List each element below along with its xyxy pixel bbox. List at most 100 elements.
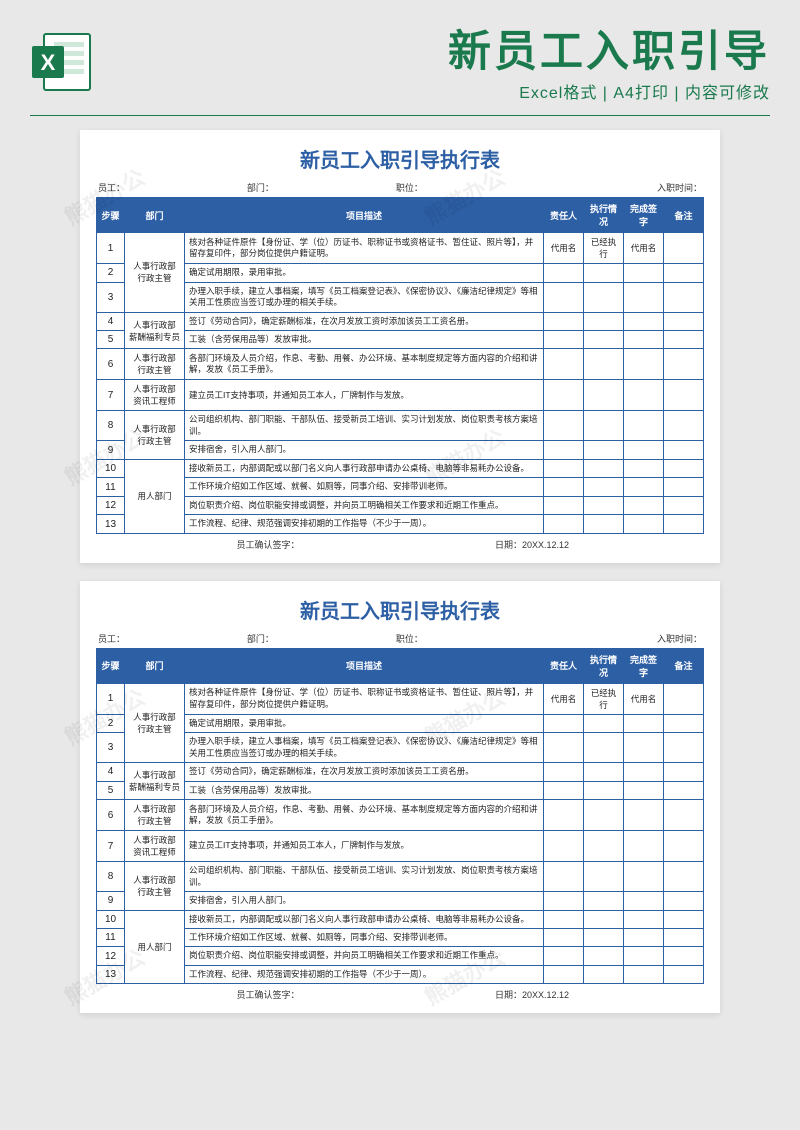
table-row: 9 安排宿舍，引入用人部门。: [97, 441, 704, 459]
sign-cell: [624, 459, 664, 477]
dept-cell: 人事行政部薪酬福利专员: [125, 763, 185, 800]
status-cell: [584, 763, 624, 781]
remark-cell: [664, 831, 704, 862]
footer-sign-label: 员工确认签字：: [136, 538, 400, 551]
meta-label: 入职时间：: [545, 181, 702, 194]
remark-cell: [664, 478, 704, 496]
status-cell: [584, 380, 624, 411]
remark-cell: [664, 714, 704, 732]
remark-cell: [664, 441, 704, 459]
dept-cell: 人事行政部行政主管: [125, 349, 185, 380]
owner-cell: [544, 831, 584, 862]
template-header: X 新员工入职引导 Excel格式 | A4打印 | 内容可修改: [0, 0, 800, 111]
desc-cell: 签订《劳动合同》，确定薪酬标准，在次月发放工资时添加该员工工资名册。: [185, 763, 544, 781]
remark-cell: [664, 910, 704, 928]
step-cell: 2: [97, 714, 125, 732]
status-cell: [584, 312, 624, 330]
step-cell: 7: [97, 831, 125, 862]
desc-cell: 建立员工IT支持事项，并通知员工本人，厂牌制作与发放。: [185, 380, 544, 411]
remark-cell: [664, 349, 704, 380]
document-title: 新员工入职引导执行表: [96, 144, 704, 173]
status-cell: [584, 282, 624, 312]
desc-cell: 建立员工IT支持事项，并通知员工本人，厂牌制作与发放。: [185, 831, 544, 862]
desc-cell: 工作环境介绍如工作区域、就餐、如厕等，同事介绍、安排带训老师。: [185, 478, 544, 496]
status-cell: [584, 831, 624, 862]
desc-cell: 各部门环境及人员介绍，作息、考勤、用餐、办公环境、基本制度规定等方面内容的介绍和…: [185, 800, 544, 831]
table-row: 10用人部门接收新员工，内部调配或以部门名义向人事行政部申请办公桌椅、电脑等非易…: [97, 459, 704, 477]
step-cell: 3: [97, 282, 125, 312]
remark-cell: [664, 264, 704, 282]
owner-cell: [544, 282, 584, 312]
status-cell: [584, 947, 624, 965]
status-cell: [584, 264, 624, 282]
remark-cell: [664, 763, 704, 781]
remark-cell: [664, 496, 704, 514]
desc-cell: 安排宿舍，引入用人部门。: [185, 441, 544, 459]
remark-cell: [664, 965, 704, 983]
desc-cell: 接收新员工，内部调配或以部门名义向人事行政部申请办公桌椅、电脑等非易耗办公设备。: [185, 459, 544, 477]
step-cell: 8: [97, 411, 125, 441]
desc-cell: 安排宿舍，引入用人部门。: [185, 892, 544, 910]
sign-cell: [624, 441, 664, 459]
sign-cell: [624, 763, 664, 781]
status-cell: [584, 459, 624, 477]
onboarding-table: 步骤部门项目描述责任人执行情况完成签字备注1人事行政部行政主管核对各种证件原件【…: [96, 197, 704, 534]
remark-cell: [664, 411, 704, 441]
table-row: 3办理入职手续，建立人事档案，填写《员工档案登记表》、《保密协议》、《廉洁纪律规…: [97, 282, 704, 312]
column-header: 步骤: [97, 198, 125, 233]
dept-cell: 人事行政部资讯工程师: [125, 831, 185, 862]
dept-cell: 人事行政部行政主管: [125, 800, 185, 831]
table-row: 6人事行政部行政主管各部门环境及人员介绍，作息、考勤、用餐、办公环境、基本制度规…: [97, 800, 704, 831]
status-cell: [584, 892, 624, 910]
desc-cell: 工作流程、纪律、规范强调安排初期的工作指导（不少于一周）。: [185, 515, 544, 533]
onboarding-table: 步骤部门项目描述责任人执行情况完成签字备注1人事行政部行政主管核对各种证件原件【…: [96, 648, 704, 985]
sign-cell: [624, 312, 664, 330]
step-cell: 11: [97, 928, 125, 946]
step-cell: 4: [97, 763, 125, 781]
desc-cell: 各部门环境及人员介绍，作息、考勤、用餐、办公环境、基本制度规定等方面内容的介绍和…: [185, 349, 544, 380]
sign-cell: 代用名: [624, 233, 664, 264]
desc-cell: 工装（含劳保用品等）发放审批。: [185, 781, 544, 799]
sign-cell: [624, 282, 664, 312]
step-cell: 10: [97, 459, 125, 477]
meta-row: 员工：部门：职位：入职时间：: [96, 181, 704, 194]
remark-cell: [664, 331, 704, 349]
sign-cell: [624, 733, 664, 763]
status-cell: [584, 714, 624, 732]
step-cell: 7: [97, 380, 125, 411]
sign-cell: [624, 781, 664, 799]
step-cell: 2: [97, 264, 125, 282]
table-row: 5工装（含劳保用品等）发放审批。: [97, 331, 704, 349]
sign-cell: [624, 714, 664, 732]
column-header: 部门: [125, 198, 185, 233]
dept-cell: 人事行政部行政主管: [125, 411, 185, 459]
remark-cell: [664, 459, 704, 477]
sign-cell: [624, 892, 664, 910]
step-cell: 10: [97, 910, 125, 928]
remark-cell: [664, 947, 704, 965]
owner-cell: [544, 714, 584, 732]
remark-cell: [664, 800, 704, 831]
table-row: 8人事行政部行政主管公司组织机构、部门职能、干部队伍、接受新员工培训、实习计划发…: [97, 411, 704, 441]
owner-cell: [544, 947, 584, 965]
step-cell: 11: [97, 478, 125, 496]
sign-cell: [624, 515, 664, 533]
meta-label: 职位：: [396, 632, 539, 645]
meta-label: 部门：: [247, 632, 390, 645]
owner-cell: [544, 478, 584, 496]
column-header: 完成签字: [624, 648, 664, 683]
remark-cell: [664, 683, 704, 714]
footer-date-label: 日期：20XX.12.12: [400, 988, 664, 1001]
remark-cell: [664, 862, 704, 892]
table-row: 2确定试用期限，录用审批。: [97, 714, 704, 732]
column-header: 执行情况: [584, 198, 624, 233]
column-header: 项目描述: [185, 198, 544, 233]
step-cell: 9: [97, 441, 125, 459]
table-row: 12岗位职责介绍、岗位职能安排或调整，并向员工明确相关工作要求和近期工作重点。: [97, 947, 704, 965]
column-header: 备注: [664, 198, 704, 233]
remark-cell: [664, 733, 704, 763]
status-cell: [584, 515, 624, 533]
sign-cell: [624, 910, 664, 928]
status-cell: [584, 411, 624, 441]
table-row: 1人事行政部行政主管核对各种证件原件【身份证、学（位）历证书、职称证书或资格证书…: [97, 683, 704, 714]
